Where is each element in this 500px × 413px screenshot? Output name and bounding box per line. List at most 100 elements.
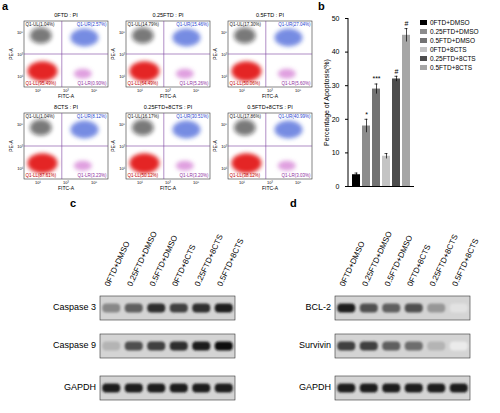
svg-text:10³: 10³ [119,144,125,149]
svg-text:Q1-LL(64.49%): Q1-LL(64.49%) [128,81,159,86]
svg-text:PE-A: PE-A [8,140,14,152]
svg-text:10³: 10³ [119,52,125,57]
svg-text:10¹: 10¹ [239,88,245,93]
svg-text:50: 50 [332,15,340,22]
svg-text:0.5FTD+DMSO: 0.5FTD+DMSO [382,233,415,288]
svg-text:Q1-LR(3.03%): Q1-LR(3.03%) [281,173,311,178]
svg-text:10⁵: 10⁵ [91,88,97,93]
svg-text:Q1-UL(14.79%): Q1-UL(14.79%) [128,22,160,27]
svg-text:10¹: 10¹ [35,88,41,93]
svg-text:10¹: 10¹ [17,74,23,79]
svg-text:Q1-UR(40.99%): Q1-UR(40.99%) [278,114,311,119]
svg-text:Caspase 3: Caspase 3 [53,302,96,312]
svg-text:0.25FTD : PI: 0.25FTD : PI [152,12,184,18]
svg-text:a: a [2,0,9,12]
svg-text:8CTS : PI: 8CTS : PI [54,104,78,110]
svg-text:10³: 10³ [17,144,23,149]
svg-text:10⁵: 10⁵ [193,180,199,185]
svg-text:Q1-LR(5.26%): Q1-LR(5.26%) [179,81,209,86]
svg-text:10¹: 10¹ [17,166,23,171]
svg-text:10⁵: 10⁵ [295,180,301,185]
svg-text:Q1-LR(3.23%): Q1-LR(3.23%) [77,173,107,178]
svg-text:10⁵: 10⁵ [91,180,97,185]
svg-text:0FTD : PI: 0FTD : PI [54,12,78,18]
svg-text:Q1-UL(1.04%): Q1-UL(1.04%) [26,114,56,119]
svg-text:0.25FTD+8CTS: 0.25FTD+8CTS [427,233,460,288]
svg-text:Q1-LR(3.20%): Q1-LR(3.20%) [179,173,209,178]
svg-text:10⁵: 10⁵ [221,30,227,35]
svg-text:10⁵: 10⁵ [119,122,125,127]
svg-text:10³: 10³ [17,52,23,57]
svg-text:0: 0 [336,183,340,190]
svg-text:10³: 10³ [221,144,227,149]
svg-text:10⁵: 10⁵ [17,122,23,127]
svg-text:0.25FTD+8CTS: 0.25FTD+8CTS [192,233,225,288]
svg-text:Caspase 9: Caspase 9 [53,340,96,350]
svg-text:0.25FTD+DMSO: 0.25FTD+DMSO [360,229,394,288]
svg-text:40: 40 [332,48,340,55]
svg-text:0.5FTD+8CTS : PI: 0.5FTD+8CTS : PI [247,104,293,110]
svg-text:Q1-UL(16.17%): Q1-UL(16.17%) [128,114,160,119]
svg-text:10¹: 10¹ [137,88,143,93]
svg-text:GAPDH: GAPDH [64,382,96,392]
svg-text:FITC-A: FITC-A [160,93,177,99]
svg-text:0.5FTD : PI: 0.5FTD : PI [256,12,285,18]
svg-text:10⁵: 10⁵ [119,30,125,35]
svg-text:Q1-UL(1.04%): Q1-UL(1.04%) [26,22,56,27]
svg-text:Percentage of Apoptosis(%): Percentage of Apoptosis(%) [323,59,331,146]
svg-text:Q1-UR(15.46%): Q1-UR(15.46%) [176,22,209,27]
svg-text:FITC-A: FITC-A [58,185,75,191]
svg-text:BCL-2: BCL-2 [305,302,331,312]
svg-text:d: d [290,197,297,209]
svg-text:PE-A: PE-A [212,48,218,60]
svg-text:FITC-A: FITC-A [58,93,75,99]
svg-text:Q1-UR(2.57%): Q1-UR(2.57%) [77,22,107,27]
svg-text:10¹: 10¹ [119,74,125,79]
svg-text:0.5FTD+DMSO: 0.5FTD+DMSO [147,233,180,288]
svg-text:PE-A: PE-A [212,140,218,152]
svg-text:10¹: 10¹ [239,180,245,185]
svg-text:FITC-A: FITC-A [262,185,279,191]
svg-text:Q1-UR(30.51%): Q1-UR(30.51%) [176,114,209,119]
svg-text:PE-A: PE-A [110,48,116,60]
svg-text:10¹: 10¹ [137,180,143,185]
svg-text:Q1-LL(50.12%): Q1-LL(50.12%) [128,173,159,178]
svg-text:Q1-LL(38.12%): Q1-LL(38.12%) [230,173,261,178]
svg-text:Q1-LL(95.49%): Q1-LL(95.49%) [26,81,57,86]
svg-text:Q1-UL(17.30%): Q1-UL(17.30%) [230,22,262,27]
svg-text:0.5FTD+8CTS: 0.5FTD+8CTS [215,237,245,288]
svg-text:PE-A: PE-A [8,48,14,60]
svg-text:GAPDH: GAPDH [299,382,331,392]
svg-text:10: 10 [332,149,340,156]
svg-text:Q1-LL(50.06%): Q1-LL(50.06%) [230,81,261,86]
svg-text:10³: 10³ [221,52,227,57]
svg-text:FITC-A: FITC-A [262,93,279,99]
svg-text:Q1-LR(5.60%): Q1-LR(5.60%) [281,81,311,86]
svg-text:0.25FTD+8CTS : PI: 0.25FTD+8CTS : PI [144,104,193,110]
svg-text:FITC-A: FITC-A [160,185,177,191]
svg-text:***: *** [372,75,380,82]
svg-text:c: c [70,197,76,209]
svg-text:0.25FTD+DMSO: 0.25FTD+DMSO [125,229,159,288]
svg-text:10⁵: 10⁵ [221,122,227,127]
svg-text:Q1-UL(17.86%): Q1-UL(17.86%) [230,114,262,119]
svg-text:10¹: 10¹ [119,166,125,171]
svg-text:10¹: 10¹ [221,166,227,171]
svg-text:#: # [395,68,399,75]
svg-text:10⁵: 10⁵ [17,30,23,35]
svg-text:10⁵: 10⁵ [295,88,301,93]
svg-text:30: 30 [332,82,340,89]
svg-text:Q1-UR(27.04%): Q1-UR(27.04%) [278,22,311,27]
svg-text:10¹: 10¹ [35,180,41,185]
svg-text:*: * [365,111,368,118]
svg-text:#: # [405,20,409,27]
svg-text:PE-A: PE-A [110,140,116,152]
svg-text:0.5FTD+8CTS: 0.5FTD+8CTS [450,237,480,288]
svg-text:10¹: 10¹ [221,74,227,79]
svg-text:Q1-LR(0.90%): Q1-LR(0.90%) [77,81,107,86]
svg-text:10⁵: 10⁵ [193,88,199,93]
svg-text:Q1-UR(8.12%): Q1-UR(8.12%) [77,114,107,119]
svg-text:Survivin: Survivin [299,340,331,350]
svg-text:20: 20 [332,116,340,123]
svg-text:Q1-LL(87.61%): Q1-LL(87.61%) [26,173,57,178]
